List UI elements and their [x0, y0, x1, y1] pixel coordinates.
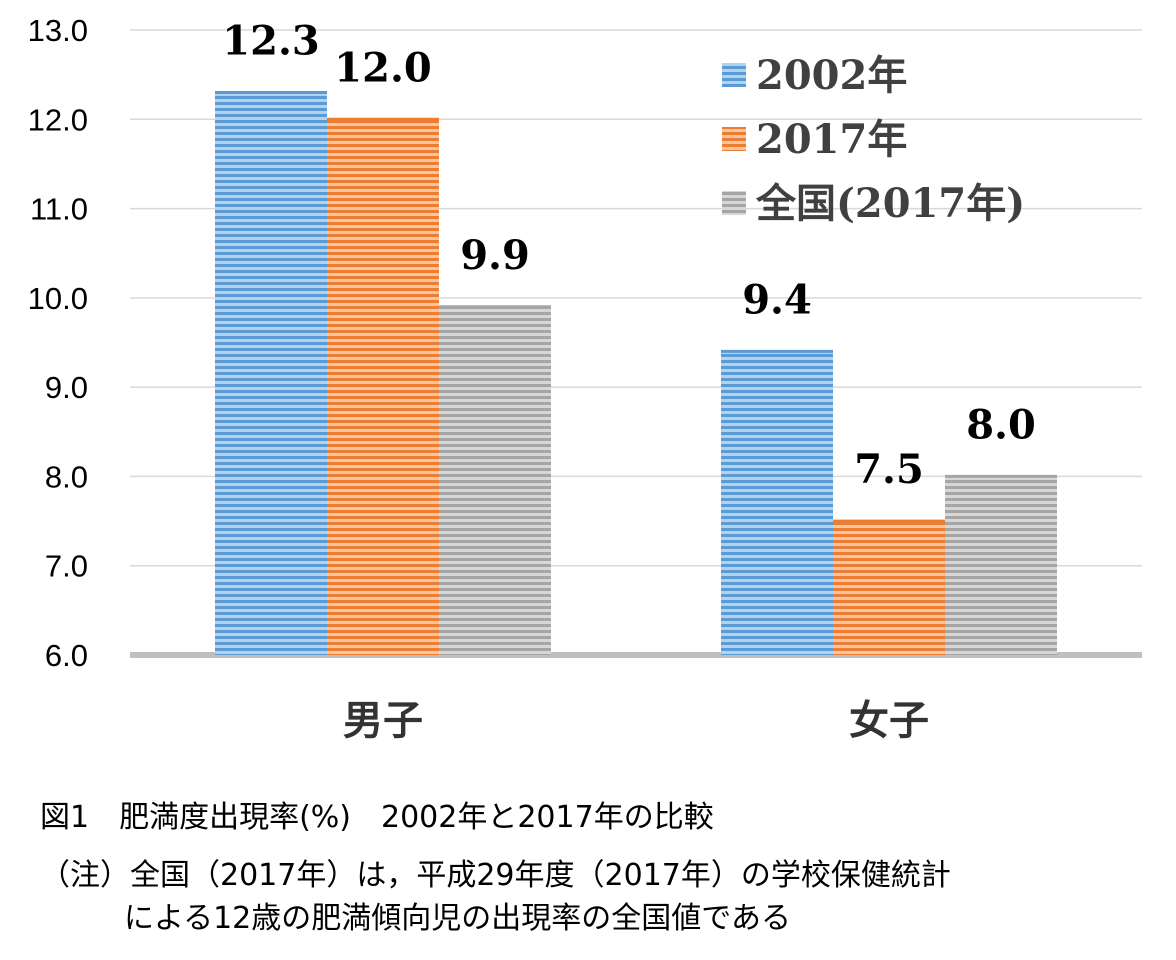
y-tick-label: 6.0 [45, 638, 88, 673]
legend-label: 2017年 [756, 116, 907, 163]
bar [721, 351, 833, 655]
bar [327, 119, 439, 656]
note-line-2: による12歳の肥満傾向児の出現率の全国値である [124, 901, 791, 936]
bar [439, 306, 551, 655]
legend-swatch [722, 191, 746, 215]
y-tick-label: 11.0 [30, 192, 88, 227]
bars [215, 91, 1057, 656]
data-label: 12.3 [222, 18, 319, 65]
category-label: 男子 [343, 697, 423, 744]
bar [215, 92, 327, 655]
category-labels: 男子 女子 [343, 697, 929, 744]
bar-chart: 6.0 7.0 8.0 9.0 10.0 11.0 12.0 13.0 12.3 12.0 9.9… [28, 13, 1142, 744]
legend-label: 全国(2017年) [755, 180, 1025, 227]
data-label: 7.5 [854, 446, 924, 493]
data-labels: 12.3 12.0 9.9 9.4 7.5 8.0 [222, 18, 1036, 494]
legend-swatch [722, 63, 746, 87]
y-tick-label: 7.0 [45, 549, 88, 584]
legend-swatch [722, 127, 746, 151]
bar [833, 521, 945, 655]
bar [945, 476, 1057, 655]
category-label: 女子 [849, 697, 929, 744]
legend-label: 2002年 [756, 52, 907, 99]
y-tick-label: 13.0 [28, 13, 88, 48]
data-label: 9.4 [742, 276, 812, 323]
data-label: 9.9 [460, 232, 530, 279]
y-tick-label: 8.0 [45, 459, 88, 494]
note-line-1: （注）全国（2017年）は，平成29年度（2017年）の学校保健統計 [40, 858, 951, 893]
data-label: 8.0 [966, 401, 1036, 448]
data-label: 12.0 [334, 44, 431, 91]
figure-caption: 図1 肥満度出現率(%) 2002年と2017年の比較 [40, 800, 714, 835]
y-tick-label: 12.0 [28, 102, 88, 137]
y-tick-label: 10.0 [28, 281, 88, 316]
y-axis-ticks: 6.0 7.0 8.0 9.0 10.0 11.0 12.0 13.0 [28, 13, 88, 673]
y-tick-label: 9.0 [45, 370, 88, 405]
